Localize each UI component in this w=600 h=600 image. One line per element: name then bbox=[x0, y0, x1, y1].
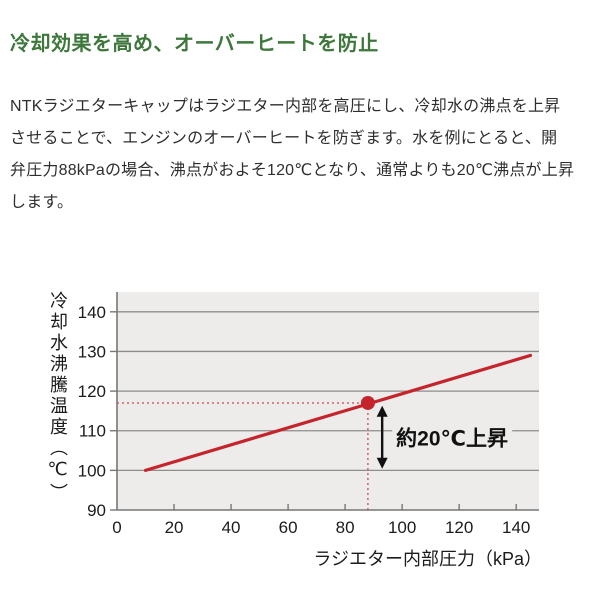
y-tick-label-130: 130 bbox=[78, 342, 106, 361]
plot-background bbox=[117, 292, 539, 510]
data-point-88kpa bbox=[360, 395, 375, 410]
x-tick-label-0: 0 bbox=[112, 518, 121, 537]
page-title: 冷却効果を高め、オーバーヒートを防止 bbox=[10, 33, 379, 55]
annotation-label-bg bbox=[392, 423, 513, 452]
x-tick-label-60: 60 bbox=[279, 518, 298, 537]
y-tick-label-140: 140 bbox=[78, 303, 106, 322]
x-axis-title: ラジエター内部圧力（kPa） bbox=[313, 549, 542, 569]
y-axis-title: 冷却水沸騰温度（℃） bbox=[48, 291, 68, 504]
annotation-arrowhead-up bbox=[376, 405, 388, 417]
annotation-arrowhead-down bbox=[376, 457, 388, 469]
x-tick-label-20: 20 bbox=[165, 518, 184, 537]
y-tick-label-110: 110 bbox=[79, 422, 106, 441]
annotation-label: 約20℃上昇 bbox=[396, 426, 508, 450]
x-tick-label-120: 120 bbox=[445, 518, 473, 537]
y-tick-label-120: 120 bbox=[78, 382, 106, 401]
y-tick-label-90: 90 bbox=[87, 501, 106, 520]
x-tick-label-40: 40 bbox=[222, 518, 241, 537]
x-tick-label-100: 100 bbox=[388, 518, 416, 537]
data-line bbox=[143, 353, 533, 472]
body-paragraph: NTKラジエターキャップはラジエター内部を高圧にし、冷却水の沸点を上昇 させるこ… bbox=[10, 98, 575, 211]
y-tick-label-100: 100 bbox=[78, 461, 106, 480]
x-tick-label-80: 80 bbox=[336, 518, 355, 537]
x-tick-label-140: 140 bbox=[502, 518, 530, 537]
